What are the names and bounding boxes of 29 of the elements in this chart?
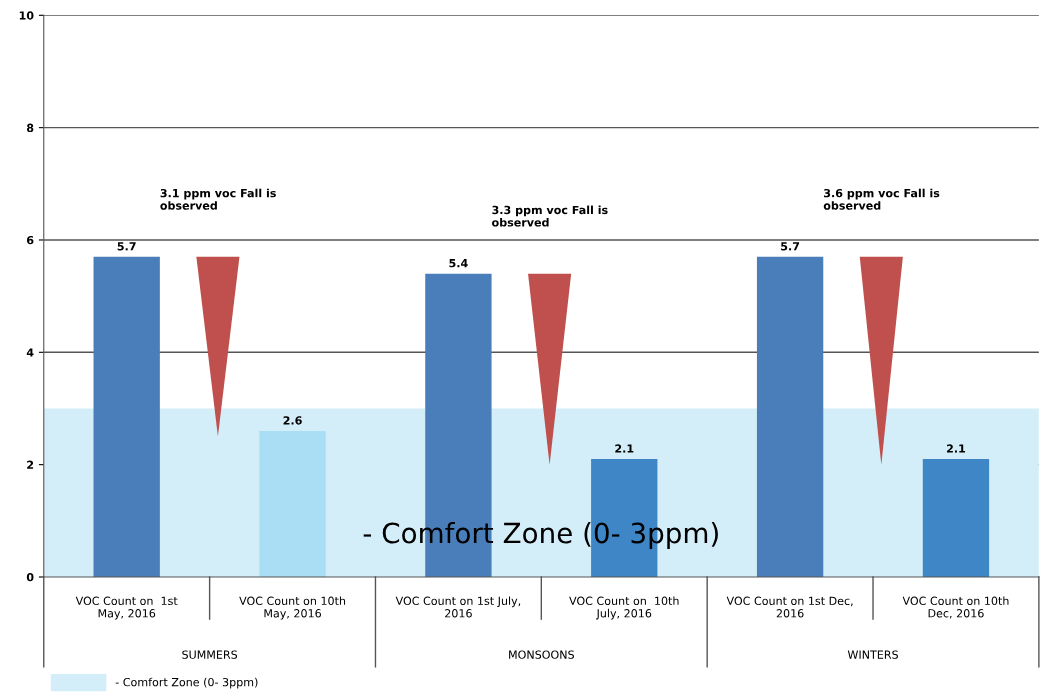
bar (93, 256, 160, 577)
data-label: 2.1 (615, 444, 634, 453)
bar (259, 430, 326, 577)
legend-label: - Comfort Zone (0- 3ppm) (115, 677, 258, 689)
data-label: 2.6 (283, 416, 302, 425)
y-tick-label: 2 (27, 460, 34, 469)
y-tick-label: 4 (26, 348, 34, 357)
x-tick-label: VOC Count on 1st July, 2016 (395, 596, 521, 618)
x-tick-label: VOC Count on 10th May, 2016 (239, 596, 346, 620)
x-tick-label: VOC Count on 10th Dec, 2016 (902, 596, 1009, 619)
y-tick-label: 8 (26, 123, 34, 133)
data-label: 5.4 (449, 259, 468, 268)
y-tick-label: 0 (26, 572, 34, 582)
y-tick-label: 10 (19, 11, 34, 20)
annotation: 3.6 ppm voc Fall is observed (823, 188, 940, 210)
text: WINTERS (847, 650, 898, 659)
data-label: 5.7 (117, 242, 136, 251)
bar (922, 459, 990, 577)
x-tick-label: VOC Count on 10th July, 2016 (569, 596, 679, 620)
text: SUMMERS (182, 650, 238, 659)
bar (756, 256, 824, 577)
x-tick-label: VOC Count on 1st Dec, 2016 (726, 596, 853, 618)
y-tick-label: 6 (27, 235, 34, 245)
annotation: 3.1 ppm voc Fall is observed (160, 188, 276, 210)
text: MONSOONS (509, 650, 574, 659)
data-label: 5.7 (781, 242, 800, 251)
x-tick-label: VOC Count on 1st May, 2016 (75, 596, 178, 620)
annotation: 3.3 ppm voc Fall is observed (492, 205, 608, 227)
data-label: 2.1 (946, 444, 966, 453)
